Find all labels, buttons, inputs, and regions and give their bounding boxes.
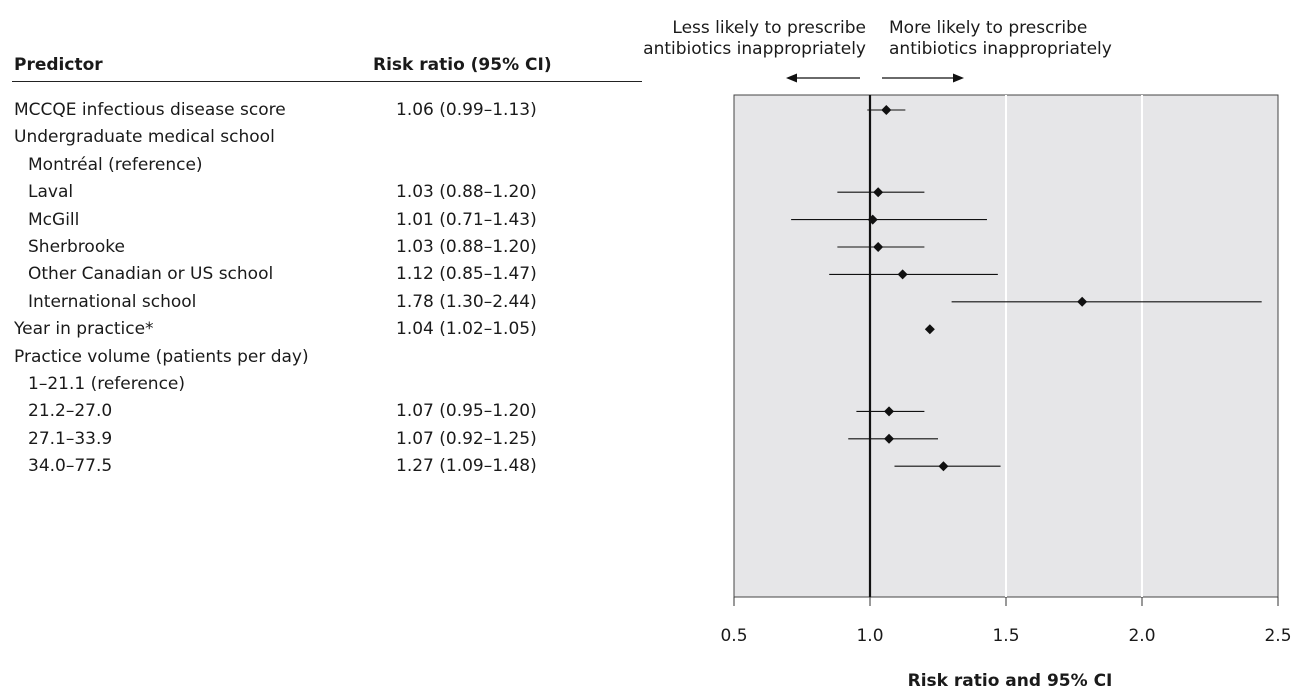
x-tick-label: 2.0: [1128, 626, 1155, 646]
row-label: Practice volume (patients per day): [14, 346, 309, 367]
point-estimate-diamond: [873, 242, 884, 252]
row-label: Laval: [28, 182, 74, 203]
point-estimate-diamond: [938, 461, 949, 472]
header-rule: [12, 81, 642, 82]
row-risk-ratio: 1.27 (1.09–1.48): [396, 456, 537, 477]
risk-ratio-header: Risk ratio (95% CI): [373, 55, 552, 75]
row-risk-ratio: 1.04 (1.02–1.05): [396, 319, 537, 340]
row-label: 1–21.1 (reference): [28, 374, 186, 394]
predictor-header: Predictor: [14, 55, 103, 75]
point-estimate-diamond: [881, 105, 892, 115]
row-label: 21.2–27.0: [28, 401, 113, 422]
point-estimate-diamond: [1077, 296, 1088, 307]
point-estimate-diamond: [897, 269, 908, 280]
direction-left-text: Less likely to prescribe antibiotics ina…: [643, 18, 866, 60]
row-label: Sherbrooke: [28, 237, 125, 257]
direction-left-line-2: antibiotics inappropriately: [643, 39, 866, 59]
row-risk-ratio: 1.12 (0.85–1.47): [396, 264, 537, 285]
row-risk-ratio: 1.01 (0.71–1.43): [396, 209, 537, 230]
x-tick-label: 1.5: [992, 626, 1019, 646]
right-arrowhead-icon: [953, 73, 964, 83]
left-arrowhead-icon: [786, 73, 797, 83]
row-label: 34.0–77.5: [28, 456, 113, 477]
row-risk-ratio: 1.06 (0.99–1.13): [396, 100, 537, 120]
point-estimate-diamond: [884, 406, 895, 417]
x-tick-label: 2.5: [1264, 626, 1291, 646]
row-label: Other Canadian or US school: [28, 264, 274, 285]
row-risk-ratio: 1.03 (0.88–1.20): [396, 182, 537, 203]
direction-right-line-1: More likely to prescribe: [889, 18, 1088, 38]
x-tick-label: 1.0: [856, 626, 883, 646]
row-risk-ratio: 1.78 (1.30–2.44): [396, 291, 537, 312]
direction-right-text: More likely to prescribe antibiotics ina…: [889, 18, 1112, 60]
row-label: Year in practice*: [14, 319, 154, 340]
row-label: McGill: [28, 209, 80, 230]
row-label: MCCQE infectious disease score: [14, 100, 286, 120]
row-label: International school: [28, 291, 197, 312]
row-label: Montréal (reference): [28, 154, 203, 175]
x-tick-label: 0.5: [720, 626, 747, 646]
direction-right-line-2: antibiotics inappropriately: [889, 39, 1112, 59]
direction-left-line-1: Less likely to prescribe: [672, 18, 866, 38]
row-risk-ratio: 1.03 (0.88–1.20): [396, 237, 537, 257]
point-estimate-diamond: [884, 433, 895, 444]
x-axis-title: Risk ratio and 95% CI: [908, 671, 1113, 690]
point-estimate-diamond: [873, 187, 884, 198]
point-estimate-diamond: [867, 214, 878, 225]
row-label: Undergraduate medical school: [14, 127, 275, 148]
point-estimate-diamond: [924, 324, 935, 335]
row-risk-ratio: 1.07 (0.92–1.25): [396, 428, 537, 449]
row-risk-ratio: 1.07 (0.95–1.20): [396, 401, 537, 422]
row-label: 27.1–33.9: [28, 428, 113, 449]
